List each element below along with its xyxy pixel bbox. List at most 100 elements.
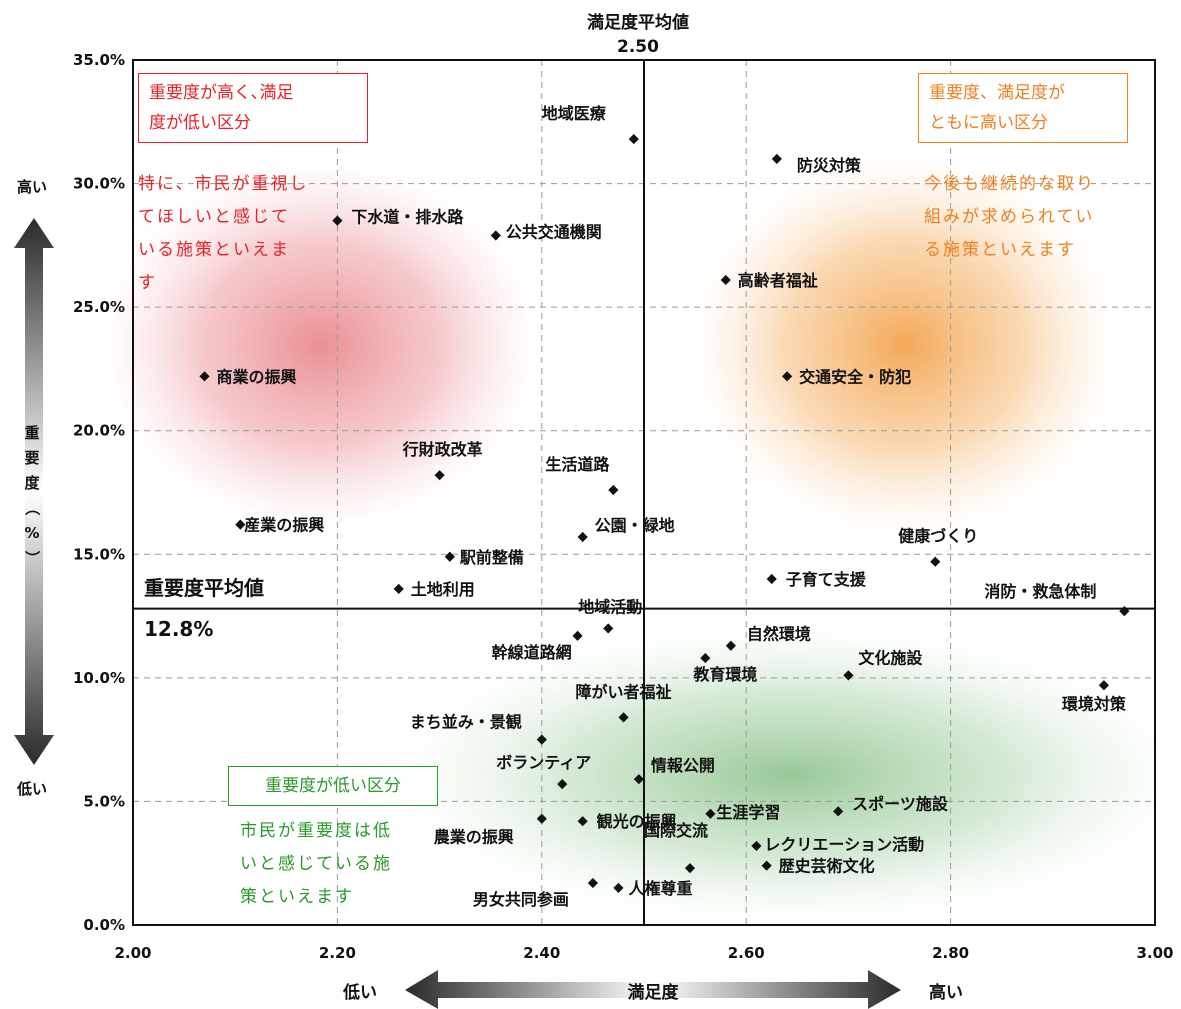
x-axis-title: 満足度 [628,982,680,1003]
data-point [536,734,547,745]
data-point [833,806,844,817]
top-left-note-line-1: 特に、市民が重視し [138,174,309,194]
data-point [761,860,772,871]
point-label: 駅前整備 [459,548,524,567]
point-label: 観光の振興 [597,812,677,831]
top-left-note-line-4: す [138,273,157,293]
data-point [536,813,547,824]
data-point [1098,680,1109,691]
data-point [684,863,696,874]
data-point [618,712,629,723]
top-left-note-line-2: てほしいと感じて [138,207,290,227]
point-label: 商業の振興 [217,367,297,386]
top-right-category-box: 重要度、満足度が ともに高い区分 [918,73,1128,143]
x-tick-label: 2.80 [932,944,969,962]
data-point [843,670,854,681]
point-label: 産業の振興 [244,516,324,535]
y-axis-title-char: （ [23,500,41,515]
importance-arrow [14,218,54,765]
point-label: 公園・緑地 [595,516,675,535]
data-point [930,556,941,567]
point-label: まち並み・景観 [410,713,522,732]
y-tick-label: 5.0% [83,792,125,810]
bottom-left-note-line-1: 市民が重要度は低 [240,821,392,841]
top-left-note: 特に、市民が重視し てほしいと感じて いる施策といえま す [138,168,309,300]
top-left-box-line-2: 度が低い区分 [149,113,251,133]
data-point [444,551,455,562]
satisfaction-high-label: 高い [929,982,963,1003]
top-left-note-line-3: いる施策といえま [138,240,290,260]
top-right-note-line-3: る施策といえます [924,240,1076,260]
data-point [332,215,343,226]
point-label: 歴史芸術文化 [779,857,875,876]
top-right-note-line-2: 組みが求められてい [924,207,1095,227]
point-label: 健康づくり [898,527,978,546]
bottom-left-note-line-3: 策といえます [240,887,354,907]
data-point [751,840,762,852]
highlight-top-left [100,160,540,530]
reference-lines [133,60,1155,925]
point-label: 行財政改革 [402,440,483,459]
data-point [603,623,614,634]
point-label: 人権尊重 [628,879,692,898]
point-label: 障がい者福祉 [576,682,672,701]
point-label: 生活道路 [545,455,610,474]
x-tick-label: 2.40 [523,944,560,962]
bottom-left-box-line-1: 重要度が低い区分 [265,776,401,796]
x-tick-labels: 2.00 2.20 2.40 2.60 2.80 3.00 [114,944,1173,962]
y-tick-label: 30.0% [73,175,125,193]
point-label: 土地利用 [411,580,475,599]
y-axis-title-char: 重 [24,424,39,442]
y-tick-label: 25.0% [73,298,125,316]
data-point [633,774,644,785]
top-right-box-line-2: ともに高い区分 [929,113,1048,133]
point-label: 地域医療 [542,104,607,123]
importance-high-label: 高い [17,178,47,196]
point-label: 教育環境 [693,665,757,684]
point-label: 農業の振興 [434,828,514,847]
point-label: スポーツ施設 [852,794,949,813]
data-point [577,816,588,827]
data-point [628,133,639,145]
data-point [393,583,404,594]
point-label: 国際交流 [644,821,708,840]
data-point [577,531,588,543]
importance-low-label: 低い [16,780,47,798]
data-point [771,153,782,164]
x-tick-label: 3.00 [1136,944,1173,962]
data-point [587,877,598,889]
data-point [1119,606,1130,617]
x-tick-label: 2.60 [728,944,765,962]
importance-mean-title: 重要度平均値 [144,576,264,600]
satisfaction-mean-value: 2.50 [617,37,659,57]
point-label: 地域活動 [578,597,642,616]
highlight-bottom [390,625,1181,925]
y-tick-labels: 0.0% 5.0% 10.0% 15.0% 20.0% 25.0% 30.0% 35.0% [73,51,125,934]
data-point [766,573,777,585]
data-point [705,808,716,819]
y-axis-title: 重要度 （% ） [23,424,41,566]
y-axis-title-char: % [24,524,39,542]
y-tick-label: 10.0% [73,669,125,687]
point-label: 高齢者福祉 [738,271,818,290]
point-label: 男女共同参画 [473,890,569,909]
point-label: 環境対策 [1062,694,1127,713]
y-tick-label: 15.0% [73,545,125,563]
bottom-left-category-box: 重要度が低い区分 [228,766,438,806]
y-axis-title-char: 要 [24,449,39,467]
data-point [557,779,568,790]
point-label: 下水道・排水路 [351,208,464,227]
top-left-category-box: 重要度が高く､満足 度が低い区分 [138,73,368,143]
data-point [434,470,445,481]
y-tick-label: 20.0% [73,422,125,440]
data-point [608,484,619,496]
top-right-note: 今後も継続的な取り 組みが求められてい る施策といえます [924,168,1095,267]
y-axis-title-char: ） [23,550,41,565]
point-label: 文化施設 [858,648,923,667]
point-label: 子育て支援 [786,570,867,589]
satisfaction-low-label: 低い [342,982,377,1003]
point-label: 幹線道路網 [492,643,572,662]
point-label: 自然環境 [747,625,811,644]
